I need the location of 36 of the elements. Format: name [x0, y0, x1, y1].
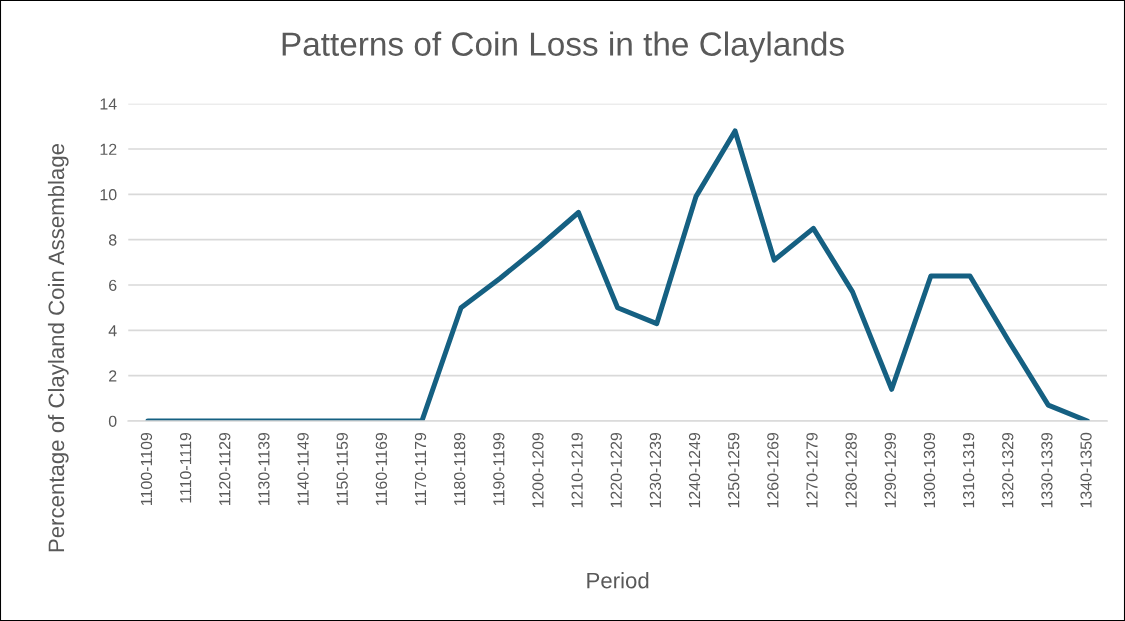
- x-tick-label: 1300-1309: [923, 432, 936, 508]
- y-tick-label: 2: [109, 370, 117, 382]
- x-tick-label: 1270-1279: [806, 432, 818, 508]
- x-tick-label: 1280-1289: [845, 432, 857, 508]
- x-tick-label: 1210-1219: [571, 432, 583, 508]
- x-tick-label: 1180-1189: [454, 432, 466, 505]
- x-tick-label: 1230-1239: [649, 432, 662, 508]
- x-tick-label: 1110-1119: [179, 432, 192, 503]
- x-tick-label: 1290-1299: [884, 432, 896, 508]
- chart-title: Patterns of Coin Loss in the Claylands: [282, 31, 844, 63]
- x-tick-label: 1250-1259: [728, 432, 740, 508]
- x-tick-label: 1330-1339: [1041, 432, 1053, 508]
- y-tick-label: 10: [100, 189, 117, 201]
- x-tick-label: 1150-1159: [336, 432, 348, 505]
- y-tick-label: 6: [109, 279, 117, 291]
- x-tick-label: 1310-1319: [962, 432, 975, 508]
- x-tick-label: 1130-1139: [258, 432, 270, 505]
- x-tick-label: 1100-1109: [140, 432, 153, 505]
- y-tick-label: 12: [100, 143, 117, 155]
- x-axis-title: Period: [587, 572, 649, 589]
- x-tick-label: 1140-1149: [297, 432, 309, 505]
- x-tick-label: 1340-1350: [1080, 432, 1092, 508]
- y-tick-label: 4: [108, 325, 117, 337]
- x-tick-label: 1160-1169: [375, 432, 388, 505]
- x-tick-label: 1320-1329: [1002, 432, 1014, 508]
- y-tick-label: 0: [108, 415, 117, 427]
- x-tick-label: 1170-1179: [414, 432, 427, 505]
- x-tick-label: 1240-1249: [688, 432, 701, 508]
- y-tick-label: 8: [108, 234, 117, 246]
- x-tick-label: 1120-1129: [219, 432, 231, 505]
- y-tick-label: 14: [100, 98, 117, 110]
- y-axis-title: Percentage of Clayland Coin Assemblage: [47, 143, 69, 552]
- x-tick-label: 1200-1209: [532, 432, 544, 508]
- x-tick-label: 1260-1269: [767, 432, 779, 508]
- x-tick-label: 1220-1229: [610, 432, 622, 508]
- x-tick-label: 1190-1199: [493, 432, 505, 505]
